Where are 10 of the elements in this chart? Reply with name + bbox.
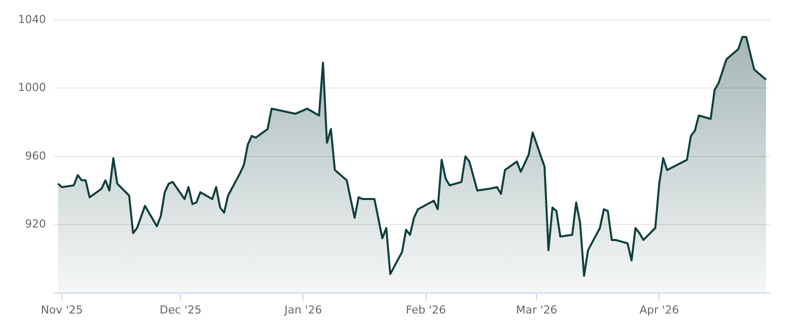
x-tick-label: Apr '26 xyxy=(639,303,680,316)
x-tick-label: Jan '26 xyxy=(283,303,322,316)
x-tick-label: Mar '26 xyxy=(516,303,558,316)
y-tick-label: 1040 xyxy=(18,12,46,26)
x-tick-label: Feb '26 xyxy=(406,303,446,316)
x-tick-label: Dec '25 xyxy=(160,303,202,316)
y-tick-label: 1000 xyxy=(18,81,46,94)
y-tick-label: 960 xyxy=(24,149,46,162)
x-tick-label: Nov '25 xyxy=(40,303,83,316)
y-tick-label: 920 xyxy=(24,217,46,230)
